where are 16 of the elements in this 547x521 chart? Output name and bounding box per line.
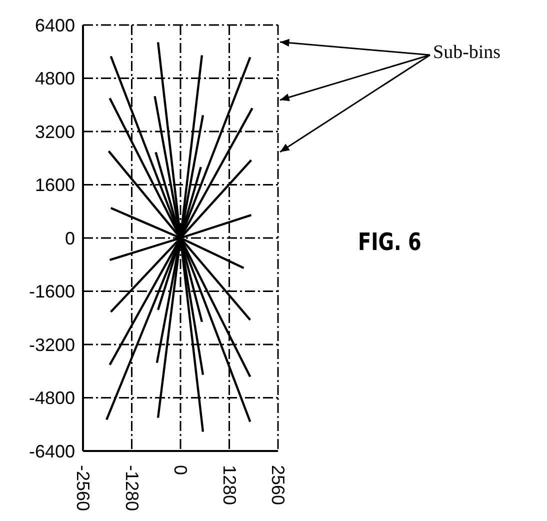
y-tick-label: 4800 (34, 68, 75, 89)
y-tick-label: -3200 (28, 334, 75, 355)
y-tick-label: 1600 (34, 175, 75, 196)
y-tick-label: -1600 (28, 282, 75, 302)
x-tick-label: -2560 (73, 465, 93, 512)
x-tick-label: 2560 (268, 465, 288, 506)
y-tick-label: 0 (64, 228, 75, 248)
x-tick-label: 0 (170, 465, 190, 476)
y-tick-label: 3200 (34, 122, 75, 142)
text: Sub-bins (433, 42, 501, 64)
y-tick-label: 6400 (34, 15, 75, 36)
x-tick-label: 1280 (219, 465, 240, 506)
caption: FIG. 6 (358, 228, 422, 256)
y-tick-label: -4800 (28, 388, 75, 408)
x-tick-label: -1280 (122, 465, 142, 512)
y-tick-label: -6400 (28, 441, 75, 462)
